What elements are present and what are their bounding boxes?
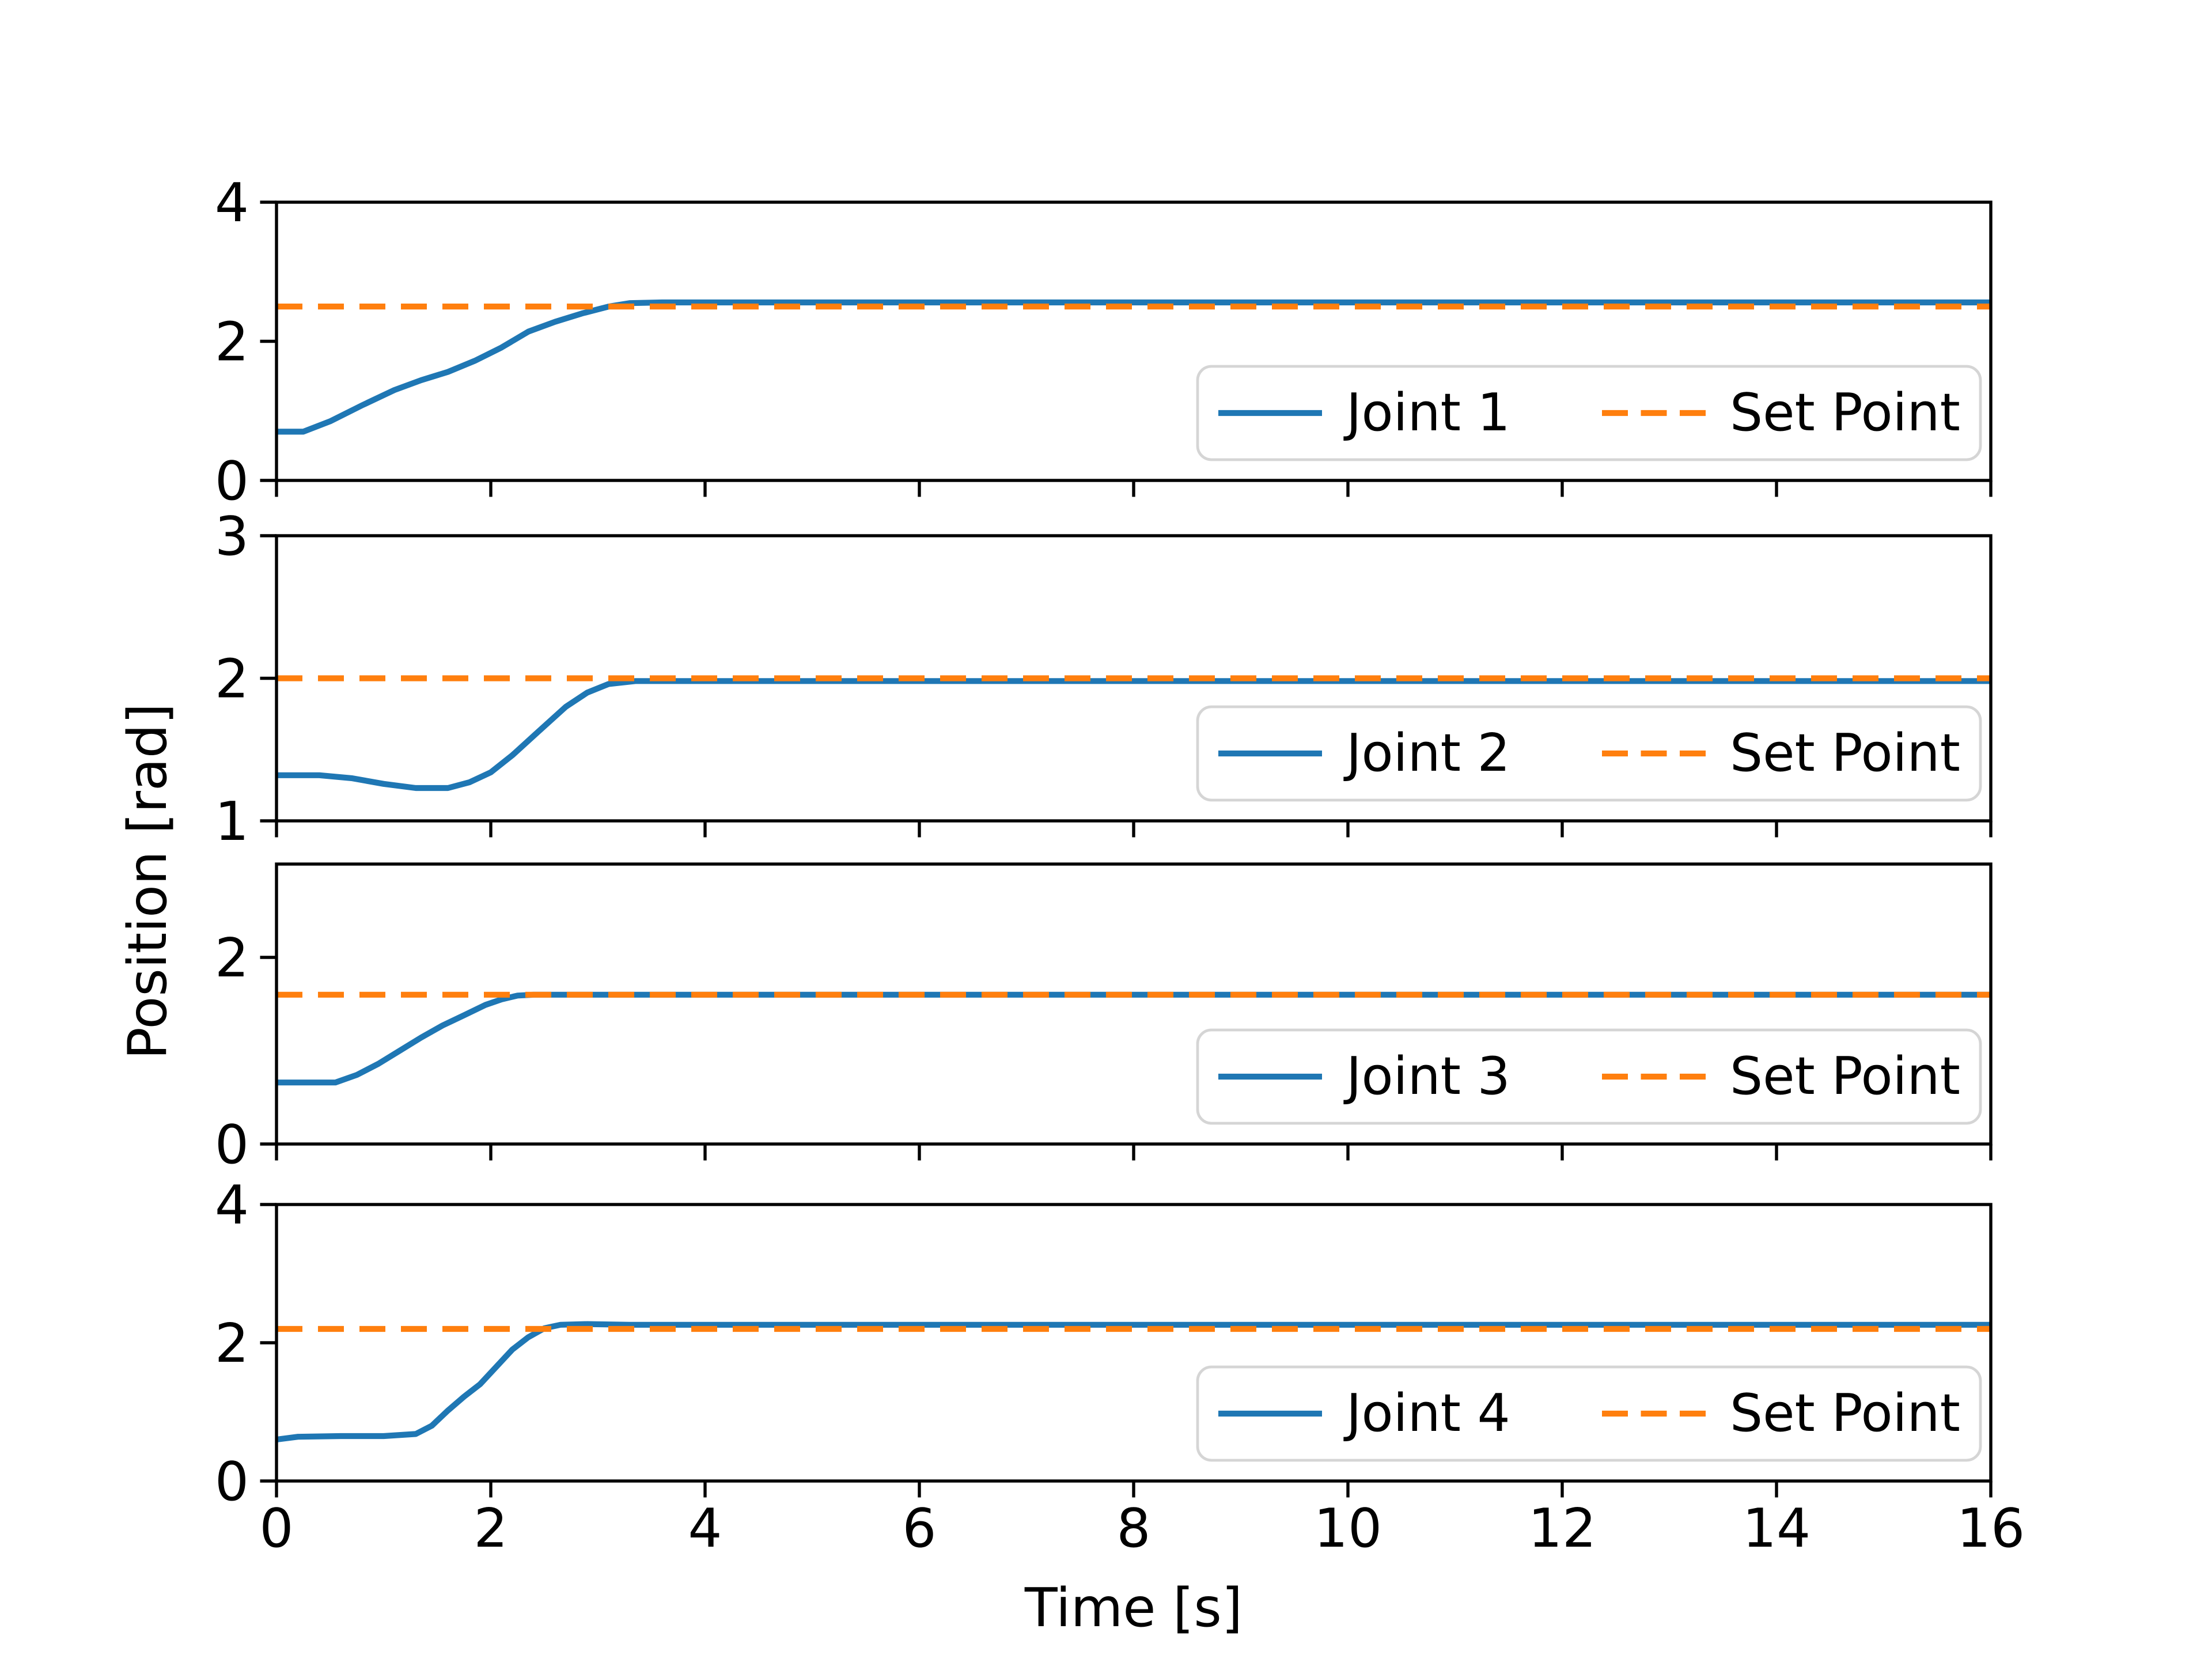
legend-box bbox=[1196, 1365, 1982, 1462]
y-tick-label: 2 bbox=[215, 1312, 249, 1374]
x-tick-label: 6 bbox=[902, 1497, 936, 1559]
legend-set-point-label: Set Point bbox=[1730, 723, 1960, 783]
legend: Joint 4 Set Point bbox=[1196, 1365, 1982, 1462]
y-tick-label: 4 bbox=[215, 172, 249, 234]
x-tick-label: 12 bbox=[1528, 1497, 1596, 1559]
legend-box bbox=[1196, 705, 1982, 802]
legend-joint-label: Joint 2 bbox=[1343, 723, 1510, 783]
y-tick-label: 3 bbox=[215, 505, 249, 567]
legend-joint-label: Joint 4 bbox=[1343, 1383, 1510, 1444]
x-tick-label: 10 bbox=[1314, 1497, 1382, 1559]
legend-set-point-label: Set Point bbox=[1730, 382, 1960, 443]
x-tick-label: 14 bbox=[1743, 1497, 1810, 1559]
y-tick-label: 0 bbox=[215, 1113, 249, 1176]
x-tick-label: 0 bbox=[259, 1497, 293, 1559]
subplot-joint-1: 0 2 4 Joint 1 Set Point bbox=[215, 172, 1993, 512]
subplot-joint-2: 1 2 3 Joint 2 Set Point bbox=[215, 505, 1993, 853]
legend: Joint 3 Set Point bbox=[1196, 1028, 1982, 1125]
legend-box bbox=[1196, 1028, 1982, 1125]
y-tick-label: 2 bbox=[215, 648, 249, 710]
joint-4-line bbox=[276, 1321, 1991, 1443]
legend-box bbox=[1196, 365, 1982, 461]
y-tick-label: 2 bbox=[215, 927, 249, 989]
subplot-joint-4: 0 2 4 0 2 4 6 8 10 12 14 16 Joint 4 Set Point bbox=[215, 1174, 2025, 1559]
x-tick-label: 8 bbox=[1116, 1497, 1150, 1559]
y-axis-label: Position [rad] bbox=[116, 703, 179, 1060]
legend-joint-label: Joint 1 bbox=[1343, 382, 1510, 443]
subplot-joint-3: 0 2 Joint 3 Set Point bbox=[215, 862, 1993, 1176]
joint-2-line bbox=[276, 678, 1991, 791]
legend-set-point-label: Set Point bbox=[1730, 1383, 1960, 1444]
y-tick-label: 4 bbox=[215, 1174, 249, 1236]
y-tick-label: 1 bbox=[215, 790, 249, 853]
y-tick-label: 0 bbox=[215, 1450, 249, 1513]
x-axis-label: Time [s] bbox=[1024, 1577, 1243, 1639]
joint-3-line bbox=[276, 991, 1991, 1086]
y-tick-label: 0 bbox=[215, 450, 249, 512]
y-tick-label: 2 bbox=[215, 311, 249, 373]
legend-joint-label: Joint 3 bbox=[1343, 1046, 1510, 1107]
legend-set-point-label: Set Point bbox=[1730, 1046, 1960, 1107]
legend: Joint 1 Set Point bbox=[1196, 365, 1982, 461]
legend: Joint 2 Set Point bbox=[1196, 705, 1982, 802]
x-tick-label: 4 bbox=[688, 1497, 722, 1559]
x-tick-label: 16 bbox=[1957, 1497, 2025, 1559]
x-tick-label: 2 bbox=[474, 1497, 507, 1559]
